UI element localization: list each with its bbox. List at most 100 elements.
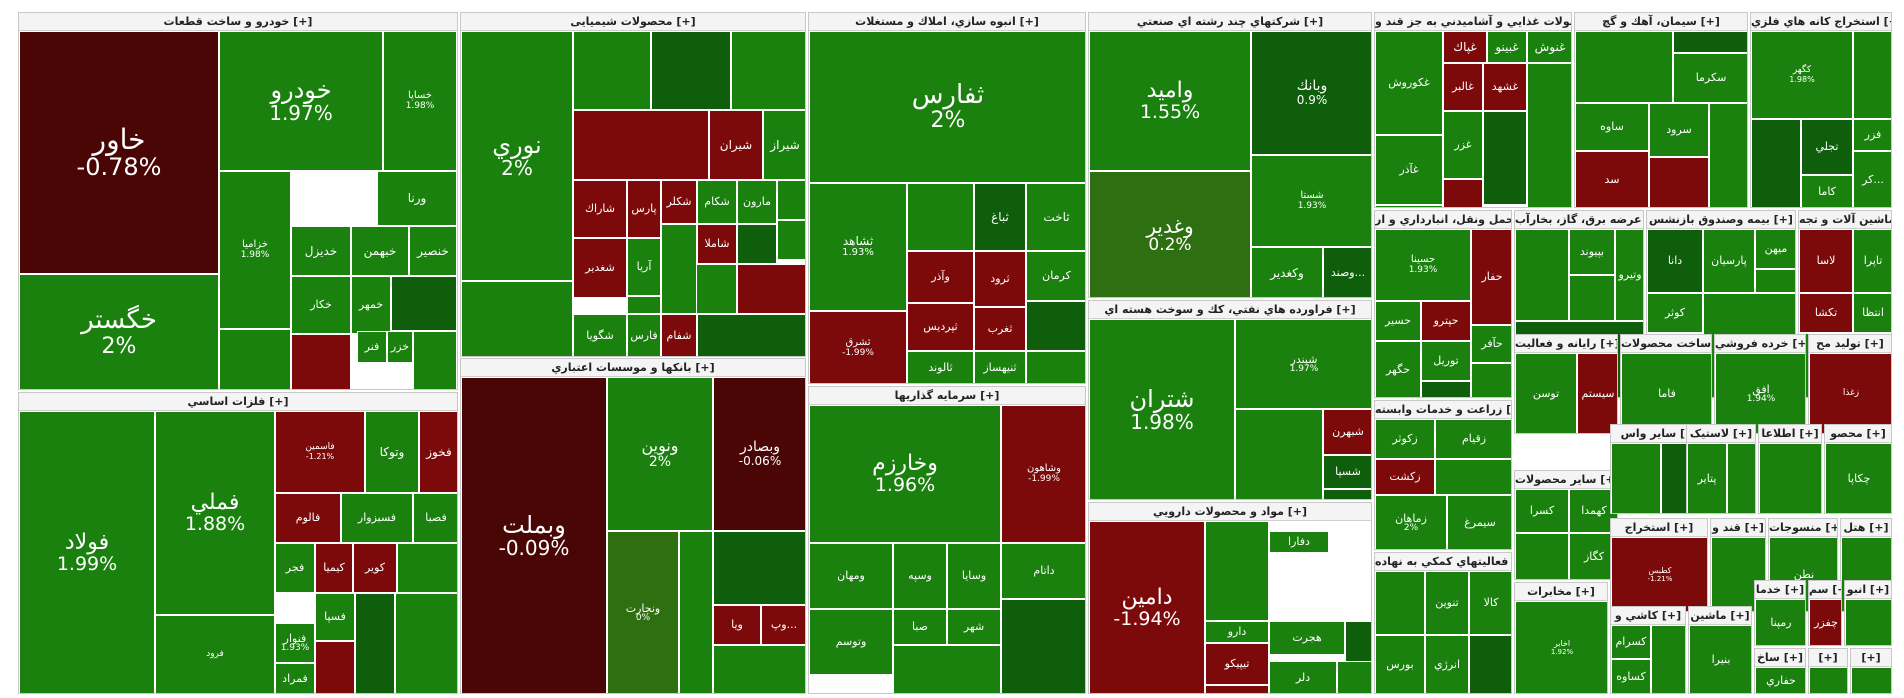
- stock-tile[interactable]: رمپنا: [1755, 599, 1805, 645]
- stock-tile[interactable]: شتران 1.98%: [1089, 319, 1235, 499]
- small-stock-tile[interactable]: [1751, 119, 1801, 207]
- stock-tile[interactable]: سیمرغ: [1447, 495, 1511, 549]
- stock-tile[interactable]: وامید 1.55%: [1089, 31, 1251, 171]
- small-stock-tile[interactable]: [1709, 103, 1747, 207]
- stock-tile[interactable]: پتایر: [1687, 443, 1727, 513]
- stock-tile[interactable]: فنوار 1.93%: [275, 623, 315, 663]
- stock-tile[interactable]: ثاخت: [1026, 183, 1085, 251]
- stock-tile[interactable]: ثالوند: [907, 351, 974, 383]
- stock-tile[interactable]: پارسیان: [1703, 229, 1755, 293]
- stock-tile[interactable]: شستا 1.93%: [1251, 155, 1371, 247]
- stock-tile[interactable]: دفارا: [1269, 531, 1329, 553]
- small-stock-tile[interactable]: [1527, 63, 1571, 207]
- sector-title-expand[interactable]: عرضه برق، گاز، بخارآب [+]: [1515, 211, 1643, 229]
- small-stock-tile[interactable]: [1651, 625, 1685, 693]
- stock-tile[interactable]: سیستم: [1577, 353, 1617, 433]
- small-stock-tile[interactable]: [1515, 229, 1569, 321]
- stock-tile[interactable]: دامین -1.94%: [1089, 521, 1205, 693]
- sector-title-expand[interactable]: سم [+]: [1809, 581, 1841, 599]
- stock-tile[interactable]: سکرما: [1673, 53, 1747, 103]
- stock-tile[interactable]: کهمدا: [1569, 489, 1617, 533]
- stock-tile[interactable]: وتوسم: [809, 609, 893, 675]
- sector-title-expand[interactable]: محصولات غذايي و آشاميدني به جز قند و [+]: [1375, 13, 1571, 31]
- sector-title-expand[interactable]: منسوجات [+]: [1769, 519, 1837, 537]
- stock-tile[interactable]: زغذا: [1809, 353, 1891, 433]
- stock-tile[interactable]: غنوش: [1527, 31, 1571, 63]
- stock-tile[interactable]: میهن: [1755, 229, 1795, 269]
- sector-title-expand[interactable]: قند و [+]: [1711, 519, 1765, 537]
- small-stock-tile[interactable]: [651, 31, 731, 110]
- sector-title-expand[interactable]: ساخ [+]: [1755, 649, 1805, 667]
- sector-title-expand[interactable]: انبوه سازي، املاك و مستغلات [+]: [809, 13, 1085, 31]
- small-stock-tile[interactable]: [1759, 443, 1821, 513]
- small-stock-tile[interactable]: [1443, 179, 1483, 207]
- sector-title-expand[interactable]: انبو [+]: [1845, 581, 1891, 599]
- stock-tile[interactable]: سد: [1575, 151, 1649, 207]
- stock-tile[interactable]: ثباغ: [974, 183, 1026, 251]
- stock-tile[interactable]: تکشا: [1799, 293, 1853, 333]
- sector-title-expand[interactable]: محصولات شیمیایی [+]: [461, 13, 805, 31]
- sector-title-expand[interactable]: [+]: [1851, 649, 1891, 667]
- sector-title-expand[interactable]: فعالیتهاي کمکي به نهاده [+]: [1375, 553, 1511, 571]
- small-stock-tile[interactable]: [1337, 661, 1371, 693]
- stock-tile[interactable]: حسیر: [1375, 301, 1421, 341]
- stock-tile[interactable]: پارس: [627, 180, 661, 238]
- stock-tile[interactable]: وآذر: [907, 251, 974, 303]
- stock-tile[interactable]: کر...: [1853, 151, 1891, 207]
- stock-tile[interactable]: غشهد: [1483, 63, 1527, 111]
- small-stock-tile[interactable]: [291, 334, 351, 389]
- small-stock-tile[interactable]: [461, 281, 573, 356]
- small-stock-tile[interactable]: [907, 183, 974, 251]
- small-stock-tile[interactable]: [731, 31, 805, 110]
- stock-tile[interactable]: ثغرب: [974, 307, 1026, 351]
- small-stock-tile[interactable]: [1569, 275, 1615, 321]
- stock-tile[interactable]: خدیزل: [291, 226, 351, 276]
- stock-tile[interactable]: زکوثر: [1375, 419, 1435, 459]
- stock-tile[interactable]: فجر: [275, 543, 315, 593]
- stock-tile[interactable]: توسن: [1515, 353, 1577, 433]
- sector-title-expand[interactable]: ساخت محصولات [+]: [1621, 335, 1711, 353]
- stock-tile[interactable]: وسایا: [947, 543, 1001, 609]
- stock-tile[interactable]: غپاك: [1443, 31, 1487, 63]
- stock-tile[interactable]: ومهان: [809, 543, 893, 609]
- stock-tile[interactable]: توریل: [1421, 341, 1471, 381]
- stock-tile[interactable]: شاراك: [573, 180, 627, 238]
- stock-tile[interactable]: ویا: [713, 605, 761, 645]
- sector-title-expand[interactable]: بیمه وصندوق بازنشس [+]: [1647, 211, 1795, 229]
- stock-tile[interactable]: دانا: [1647, 229, 1703, 293]
- stock-tile[interactable]: کویر: [353, 543, 397, 593]
- stock-tile[interactable]: زقیام: [1435, 419, 1511, 459]
- sector-title-expand[interactable]: فلزات اساسي [+]: [19, 393, 457, 411]
- stock-tile[interactable]: وکغدیر: [1251, 247, 1323, 297]
- stock-tile[interactable]: حفار: [1471, 229, 1511, 325]
- sector-title-expand[interactable]: [+]: [1809, 649, 1847, 667]
- stock-tile[interactable]: فزر: [1853, 119, 1891, 151]
- sector-title-expand[interactable]: فراورده هاي نفتي، كك و سوخت هسته اي [+]: [1089, 301, 1371, 319]
- stock-tile[interactable]: چفزر: [1809, 599, 1841, 645]
- stock-tile[interactable]: خگستر 2%: [19, 274, 219, 389]
- small-stock-tile[interactable]: [1375, 205, 1443, 207]
- stock-tile[interactable]: خزر: [387, 331, 413, 363]
- sector-title-expand[interactable]: لاستیک [+]: [1687, 425, 1755, 443]
- sector-title-expand[interactable]: زراعت و خدمات وابسته [+]: [1375, 401, 1511, 419]
- small-stock-tile[interactable]: [395, 593, 457, 693]
- stock-tile[interactable]: خمهر: [351, 276, 391, 334]
- small-stock-tile[interactable]: [713, 645, 805, 693]
- stock-tile[interactable]: حفاري: [1755, 667, 1805, 693]
- stock-tile[interactable]: کطبس -1.21%: [1611, 537, 1707, 611]
- stock-tile[interactable]: کالا: [1469, 571, 1511, 635]
- stock-tile[interactable]: تجلي: [1801, 119, 1853, 175]
- stock-tile[interactable]: شغدیر: [573, 238, 627, 298]
- small-stock-tile[interactable]: [219, 329, 291, 389]
- stock-tile[interactable]: کوثر: [1647, 293, 1703, 333]
- stock-tile[interactable]: سرود: [1649, 103, 1709, 157]
- small-stock-tile[interactable]: [1235, 409, 1323, 499]
- small-stock-tile[interactable]: [661, 224, 697, 314]
- stock-tile[interactable]: انرژي: [1425, 635, 1469, 693]
- sector-title-expand[interactable]: محصو [+]: [1825, 425, 1891, 443]
- sector-title-expand[interactable]: ماشین [+]: [1689, 607, 1751, 625]
- stock-tile[interactable]: وپ...: [761, 605, 805, 645]
- small-stock-tile[interactable]: [627, 296, 661, 314]
- stock-tile[interactable]: شهر: [947, 609, 1001, 645]
- sector-title-expand[interactable]: رایانه و فعالیت [+]: [1515, 335, 1617, 353]
